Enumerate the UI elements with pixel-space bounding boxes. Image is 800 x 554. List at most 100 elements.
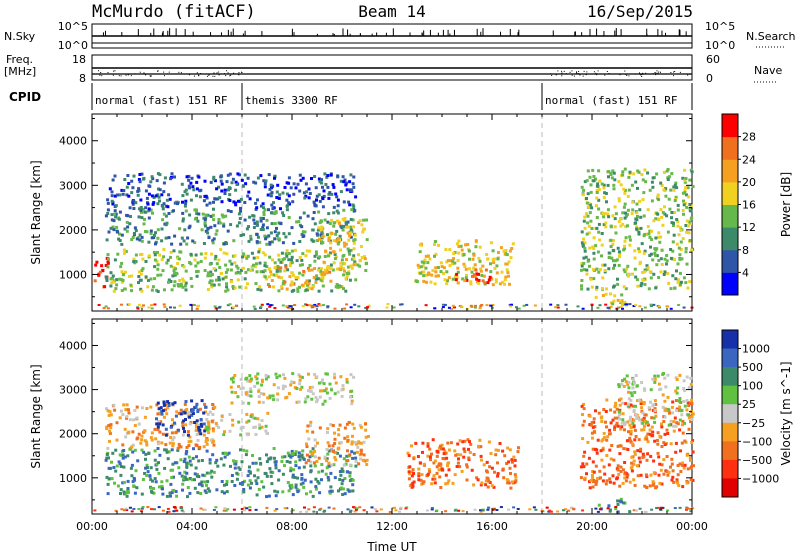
echo-cell [234, 304, 238, 307]
echo-cell [290, 449, 294, 453]
echo-cell [172, 436, 176, 440]
echo-cell [173, 306, 176, 309]
echo-cell [179, 282, 183, 286]
echo-cell [186, 486, 190, 489]
echo-cell [253, 265, 257, 269]
freq-dot [143, 72, 145, 74]
echo-cell [626, 194, 630, 198]
echo-cell [182, 279, 186, 283]
echo-cell [114, 448, 118, 452]
freq-dot [218, 74, 220, 76]
echo-cell [276, 386, 280, 390]
echo-cell [213, 179, 217, 183]
echo-cell [494, 448, 498, 452]
echo-cell [277, 196, 281, 200]
echo-cell [595, 196, 599, 200]
echo-cell [131, 202, 135, 206]
echo-cell [422, 274, 426, 278]
echo-cell [262, 210, 266, 214]
echo-cell [321, 378, 324, 382]
echo-cell [675, 242, 679, 246]
echo-cell [323, 268, 327, 272]
freq-dot [640, 74, 642, 76]
echo-cell [343, 269, 346, 273]
echo-cell [201, 473, 205, 477]
echo-cell [229, 464, 232, 468]
echo-cell [339, 285, 343, 289]
echo-cell [601, 294, 605, 297]
echo-cell [111, 451, 115, 455]
echo-cell [616, 468, 620, 472]
echo-cell [339, 486, 343, 490]
echo-cell [597, 169, 601, 173]
echo-cell [143, 472, 147, 475]
echo-cell [312, 211, 316, 214]
echo-cell [676, 220, 680, 224]
echo-cell [290, 280, 294, 284]
nsky-tick-top: 10^5 [58, 20, 88, 33]
echo-cell [119, 409, 123, 413]
echo-cell [147, 216, 151, 220]
echo-cell [603, 212, 607, 216]
echo-cell [269, 183, 273, 187]
echo-cell [243, 254, 247, 258]
echo-cell [293, 304, 297, 307]
echo-cell [621, 412, 625, 416]
echo-cell [215, 458, 219, 462]
echo-cell [218, 266, 222, 269]
echo-cell [616, 499, 620, 503]
echo-cell [640, 428, 644, 432]
echo-cell [185, 450, 189, 454]
echo-cell [308, 386, 312, 389]
echo-cell [666, 473, 670, 477]
echo-cell [261, 226, 265, 230]
echo-cell [675, 421, 679, 425]
echo-cell [275, 196, 279, 199]
echo-cell [451, 304, 455, 307]
echo-cell [282, 214, 286, 217]
echo-cell [678, 408, 682, 412]
echo-cell [220, 189, 224, 193]
echo-cell [195, 474, 199, 478]
echo-cell [169, 482, 173, 486]
echo-cell [186, 462, 190, 466]
echo-cell [174, 271, 178, 275]
freq-dot [658, 71, 660, 73]
echo-cell [317, 277, 321, 281]
echo-cell [637, 438, 641, 442]
echo-cell [149, 478, 153, 482]
echo-cell [279, 207, 282, 211]
echo-cell [222, 483, 226, 487]
echo-cell [261, 202, 265, 206]
echo-cell [346, 265, 350, 269]
echo-cell [274, 463, 278, 467]
echo-cell [266, 375, 270, 379]
echo-cell [598, 238, 602, 242]
echo-cell [444, 510, 448, 513]
echo-cell [655, 254, 659, 258]
echo-cell [620, 299, 624, 303]
echo-cell [473, 263, 477, 267]
echo-cell [354, 456, 358, 460]
echo-cell [628, 419, 632, 423]
echo-cell [113, 194, 117, 198]
echo-cell [243, 479, 247, 483]
echo-cell [650, 229, 654, 233]
echo-cell [236, 270, 240, 274]
echo-cell [327, 478, 331, 482]
echo-cell [305, 429, 309, 433]
echo-cell [272, 456, 276, 460]
echo-cell [456, 442, 460, 446]
echo-cell [611, 474, 615, 478]
echo-cell [307, 458, 311, 462]
freq-dot [687, 74, 689, 76]
echo-cell [146, 470, 150, 474]
echo-cell [227, 186, 231, 190]
echo-cell [298, 285, 301, 289]
echo-cell [158, 188, 162, 192]
echo-cell [202, 422, 206, 426]
echo-cell [249, 237, 253, 241]
echo-cell [486, 508, 490, 511]
echo-cell [484, 483, 488, 487]
echo-cell [439, 464, 443, 468]
